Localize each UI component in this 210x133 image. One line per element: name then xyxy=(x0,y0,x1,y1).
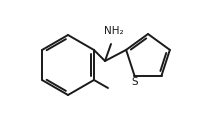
Text: NH₂: NH₂ xyxy=(104,26,124,36)
Text: S: S xyxy=(131,77,138,87)
